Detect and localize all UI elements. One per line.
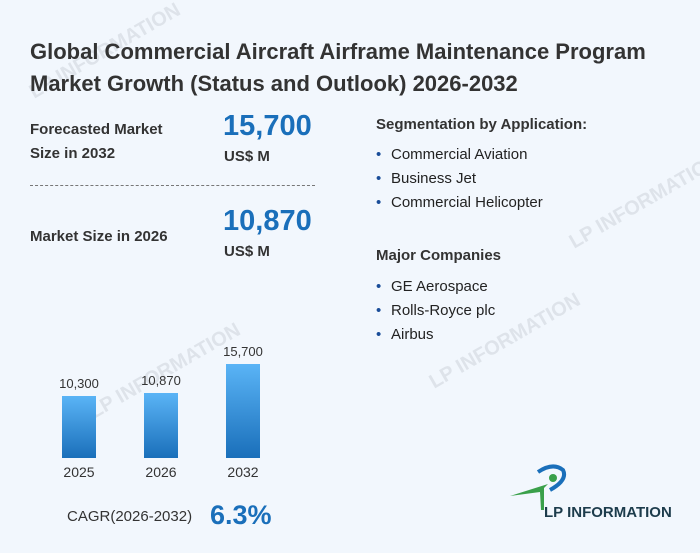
companies-heading: Major Companies [376,247,502,264]
x-tick-label: 2026 [145,464,177,480]
forecast-unit: US$ M [224,148,270,165]
watermark: LP INFORMATION [565,148,700,254]
bar-value-label: 10,300 [59,376,99,392]
forecast-label: Forecasted Market Size in 2032 [30,121,163,162]
current-unit: US$ M [224,243,270,260]
bar-2025 [62,396,96,458]
divider [30,185,315,186]
current-value: 10,870 [223,205,312,237]
cagr-label: CAGR(2026-2032) [67,508,193,525]
page-title: Global Commercial Aircraft Airframe Main… [30,39,646,96]
cagr-value: 6.3% [210,500,272,530]
list-item: Rolls-Royce plc [376,299,495,323]
list-item: Airbus [376,323,495,347]
list-item: Commercial Helicopter [376,191,543,215]
list-item: Business Jet [376,167,543,191]
companies-list: GE Aerospace Rolls-Royce plc Airbus [376,275,495,347]
list-item: Commercial Aviation [376,143,543,167]
segmentation-list: Commercial Aviation Business Jet Commerc… [376,143,543,215]
x-tick-label: 2032 [227,464,259,480]
lp-logo-text: LP INFORMATION [544,504,672,521]
bar-value-label: 15,700 [223,344,263,359]
segmentation-heading: Segmentation by Application: [376,116,588,133]
bar-2026 [144,392,178,458]
bar-value-label: 10,870 [141,372,181,388]
current-label: Market Size in 2026 [30,228,168,245]
x-tick-label: 2025 [63,464,95,480]
list-item: GE Aerospace [376,275,495,299]
bar-2032 [226,364,260,458]
forecast-value: 15,700 [223,110,312,142]
lp-logo-icon [508,462,568,512]
